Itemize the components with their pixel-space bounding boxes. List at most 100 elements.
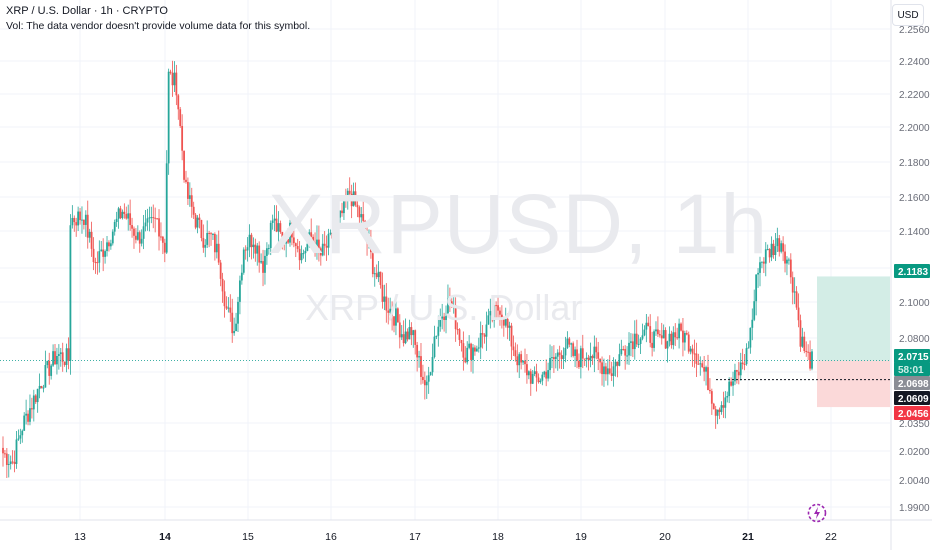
candle-body — [84, 214, 87, 225]
candle-body — [516, 356, 519, 366]
candle-body — [753, 301, 756, 320]
candle-body — [666, 341, 669, 349]
candle-body — [81, 219, 83, 221]
candle-body — [506, 318, 509, 328]
candle-body — [165, 163, 168, 253]
candle-body — [154, 217, 157, 219]
candle-body — [801, 336, 804, 347]
price-badge-label: 2.0609 — [898, 394, 929, 405]
candle-body — [175, 72, 178, 96]
candle-body — [90, 231, 93, 249]
candle-body — [5, 453, 8, 465]
y-tick-label: 2.2000 — [899, 123, 930, 134]
candle-body — [233, 331, 236, 334]
candle-body — [135, 235, 137, 240]
candle-body — [59, 352, 62, 355]
candle-body — [543, 371, 546, 375]
candle-body — [269, 222, 272, 249]
candle-body — [408, 327, 411, 340]
candle-body — [104, 251, 106, 257]
candle-body — [23, 415, 26, 431]
candle-body — [475, 348, 478, 352]
candle-body — [192, 206, 195, 215]
symbol-title[interactable]: XRP / U.S. Dollar · 1h · CRYPTO — [6, 5, 168, 17]
candle-body — [370, 241, 372, 253]
candle-body — [325, 245, 328, 248]
candle-body — [160, 236, 162, 238]
y-tick-label: 2.2400 — [899, 57, 930, 68]
candle-body — [614, 361, 617, 367]
candle-body — [772, 243, 775, 255]
candle-body — [125, 213, 128, 219]
candle-body — [177, 95, 180, 110]
candle-body — [491, 311, 494, 321]
candle-body — [391, 308, 393, 317]
candle-body — [358, 207, 361, 218]
candle-body — [77, 211, 80, 226]
candle-body — [595, 346, 598, 353]
candle-body — [169, 71, 172, 73]
candle-body — [244, 249, 247, 251]
price-badge-label: 2.1183 — [898, 267, 928, 278]
candle-body — [441, 316, 444, 319]
candle-body — [489, 311, 492, 316]
candle-body — [793, 291, 796, 293]
candle-body — [346, 190, 349, 201]
candle-body — [741, 362, 744, 364]
candle-body — [275, 218, 278, 232]
x-tick-label: 19 — [575, 531, 587, 543]
candle-body — [581, 348, 584, 359]
candle-body — [281, 232, 284, 239]
candle-body — [670, 333, 673, 346]
candle-body — [98, 251, 101, 263]
candle-body — [703, 367, 706, 372]
candle-body — [622, 348, 625, 350]
candle-body — [167, 71, 170, 164]
candle-body — [633, 333, 636, 350]
candle-body — [360, 214, 363, 218]
candle-body — [552, 357, 555, 360]
candle-body — [202, 238, 205, 248]
y-tick-label: 2.0040 — [899, 476, 930, 487]
candle-body — [61, 352, 64, 362]
candle-body — [757, 272, 759, 275]
candle-body — [173, 72, 176, 86]
candle-body — [462, 343, 465, 358]
candle-body — [239, 280, 241, 302]
candle-body — [807, 351, 810, 353]
candle-body — [339, 210, 341, 218]
candle-body — [495, 305, 498, 307]
candle-body — [292, 237, 295, 244]
candle-body — [181, 125, 184, 151]
candle-body — [381, 284, 384, 302]
currency-button[interactable]: USD — [892, 4, 924, 26]
candle-body — [680, 323, 682, 331]
candle-body — [133, 228, 135, 236]
candle-body — [75, 222, 78, 226]
candle-body — [335, 223, 338, 233]
candle-body — [144, 222, 147, 227]
candle-body — [387, 310, 390, 313]
candle-body — [676, 337, 679, 339]
candle-body — [547, 370, 550, 379]
tradingview-logo-icon[interactable] — [806, 502, 828, 524]
candle-body — [422, 376, 424, 381]
candle-body — [628, 342, 630, 356]
candle-body — [44, 365, 47, 388]
candle-body — [668, 333, 671, 342]
candle-body — [608, 368, 611, 374]
candle-body — [720, 405, 723, 413]
price-badge — [894, 264, 930, 278]
candle-body — [549, 358, 551, 371]
candle-body — [672, 332, 675, 346]
candle-body — [761, 261, 763, 263]
candle-body — [356, 204, 359, 208]
candle-body — [316, 239, 318, 253]
candle-body — [383, 296, 386, 302]
candle-body — [660, 335, 663, 339]
candle-body — [364, 220, 367, 235]
candle-body — [252, 244, 255, 248]
candle-body — [121, 211, 124, 219]
candle-body — [768, 249, 771, 258]
